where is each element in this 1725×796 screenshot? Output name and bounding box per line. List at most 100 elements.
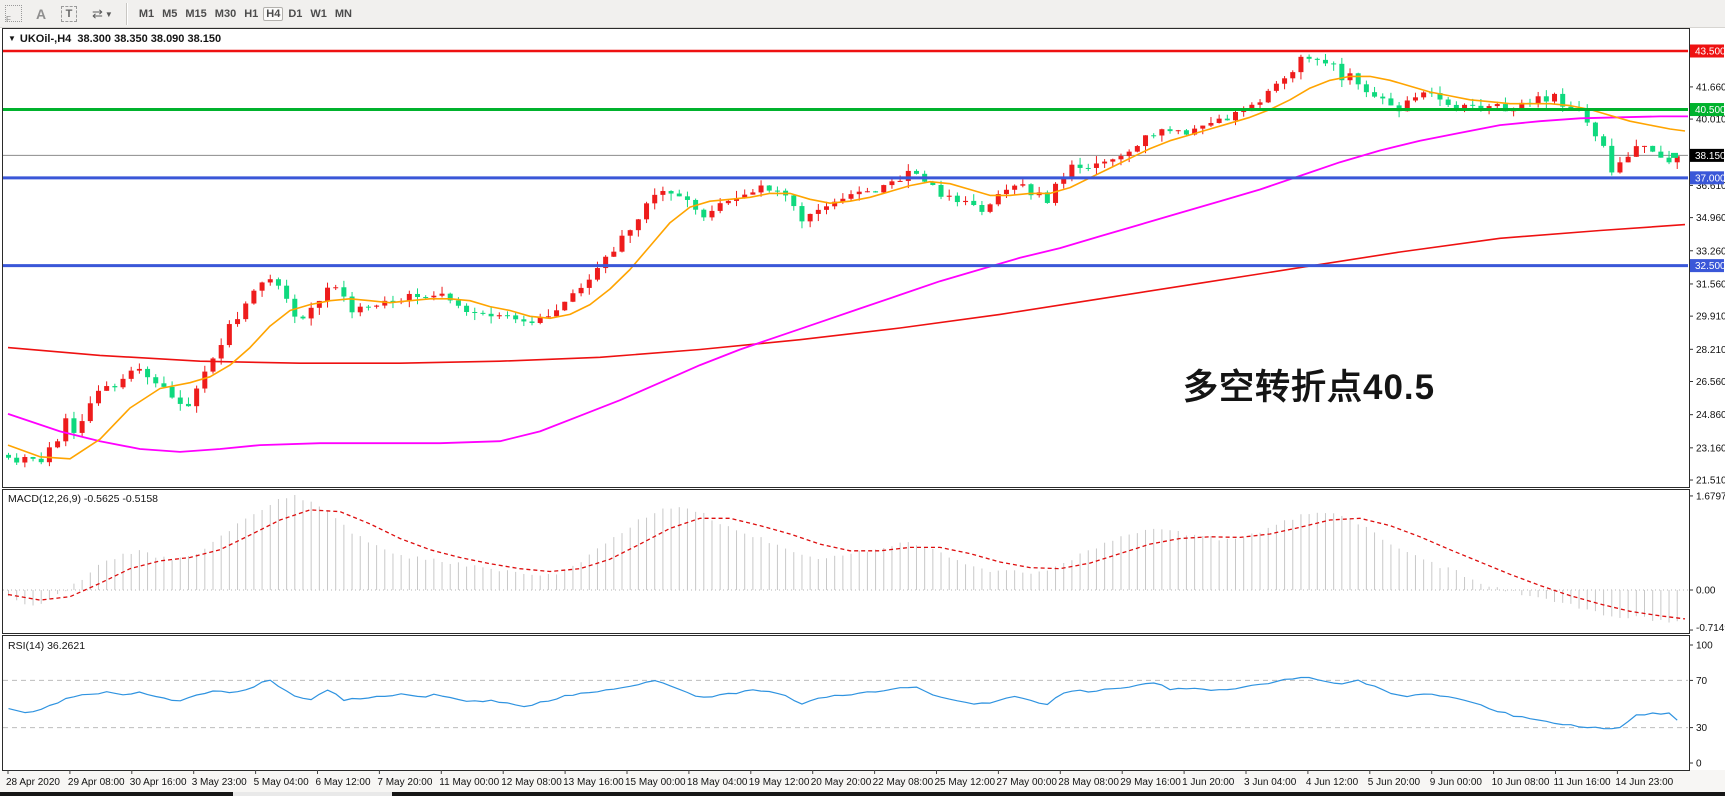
svg-text:30: 30 [1696, 723, 1708, 734]
ma-fast-line [7, 75, 1686, 460]
svg-text:43.500: 43.500 [1695, 47, 1725, 58]
rsi-plot [3, 676, 1688, 730]
svg-text:6 May 12:00: 6 May 12:00 [316, 777, 371, 788]
price-axis: 41.660 40.010 36.610 34.960 33.260 31.560 29.9… [1689, 44, 1725, 770]
dock-grid-icon[interactable]: F [5, 5, 22, 24]
svg-text:4 Jun 12:00: 4 Jun 12:00 [1306, 777, 1359, 788]
dock-grid-label: F [6, 15, 11, 24]
svg-text:22 May 08:00: 22 May 08:00 [873, 777, 934, 788]
macd-signal-line [7, 509, 1686, 620]
time-axis: 28 Apr 2020 29 Apr 08:00 30 Apr 16:00 3 May… [6, 770, 1674, 788]
bottom-window-edge [0, 792, 1725, 796]
candlesticks [6, 53, 1680, 468]
arrows-tool-icon[interactable]: ⇄ [92, 5, 103, 21]
time-axis-strip[interactable] [0, 770, 1725, 796]
macd-indicator-label: MACD(12,26,9) -0.5625 -0.5158 [8, 493, 158, 505]
quote-text: UKOil-,H4 38.300 38.350 38.090 38.150 [19, 33, 222, 45]
timeframe-button-m30[interactable]: M30 [214, 7, 237, 20]
timeframe-button-h1[interactable]: H1 [244, 7, 259, 20]
price-badge-32.500: 32.500 [1690, 259, 1725, 273]
svg-text:0: 0 [1696, 759, 1702, 770]
svg-text:5 May 04:00: 5 May 04:00 [254, 777, 309, 788]
svg-text:24.860: 24.860 [1696, 410, 1725, 421]
svg-text:100: 100 [1696, 641, 1713, 652]
svg-text:20 May 20:00: 20 May 20:00 [811, 777, 872, 788]
svg-text:18 May 04:00: 18 May 04:00 [687, 777, 748, 788]
rsi-line [8, 676, 1678, 730]
svg-text:33.260: 33.260 [1696, 246, 1725, 257]
svg-text:29 May 16:00: 29 May 16:00 [1120, 777, 1181, 788]
svg-text:29.910: 29.910 [1696, 312, 1725, 323]
svg-text:5 Jun 20:00: 5 Jun 20:00 [1368, 777, 1421, 788]
timeframe-button-group: M1 M5 M15 M30 H1 H4 D1 W1 MN [135, 4, 356, 24]
svg-text:11 Jun 16:00: 11 Jun 16:00 [1554, 777, 1612, 788]
svg-text:12 May 08:00: 12 May 08:00 [501, 777, 562, 788]
svg-text:23.160: 23.160 [1696, 443, 1725, 454]
timeframe-button-m5[interactable]: M5 [162, 7, 178, 20]
svg-text:36.610: 36.610 [1696, 181, 1725, 192]
svg-text:26.560: 26.560 [1696, 377, 1725, 388]
svg-text:28 Apr 2020: 28 Apr 2020 [6, 777, 60, 788]
macd-histogram [8, 494, 1678, 623]
timeframe-button-m15[interactable]: M15 [185, 7, 207, 20]
ma-slow-line [7, 223, 1686, 365]
svg-text:3 May 23:00: 3 May 23:00 [192, 777, 247, 788]
svg-text:3 Jun 04:00: 3 Jun 04:00 [1244, 777, 1297, 788]
macd-plot [3, 494, 1688, 623]
svg-text:7 May 20:00: 7 May 20:00 [377, 777, 432, 788]
svg-text:-0.7149: -0.7149 [1696, 623, 1725, 634]
timeframe-button-w1[interactable]: W1 [310, 7, 327, 20]
svg-text:40.010: 40.010 [1696, 115, 1725, 126]
svg-text:40.500: 40.500 [1695, 105, 1725, 116]
price-pane [2, 28, 1690, 488]
price-badge-38.150: 38.150 [1690, 148, 1725, 162]
price-badge-40.500: 40.500 [1690, 103, 1725, 117]
svg-text:1 Jun 20:00: 1 Jun 20:00 [1182, 777, 1235, 788]
svg-text:29 Apr 08:00: 29 Apr 08:00 [68, 777, 125, 788]
bottom-scrollbar-gap [233, 792, 392, 796]
svg-text:9 Jun 00:00: 9 Jun 00:00 [1430, 777, 1483, 788]
text-annotation-icon[interactable]: T [61, 5, 77, 22]
timeframe-button-d1[interactable]: D1 [288, 7, 303, 20]
price-axis-column[interactable] [1689, 28, 1725, 770]
last-candle-marker [1671, 152, 1678, 158]
svg-text:19 May 12:00: 19 May 12:00 [749, 777, 810, 788]
ma-mid-line [7, 115, 1688, 453]
toolbar-separator [125, 2, 128, 25]
main-toolbar: F A T ⇄ ▼ M1 M5 M15 M30 H1 H4 D1 W1 MN [0, 0, 1725, 28]
arrows-dropdown-caret-icon[interactable]: ▼ [104, 10, 113, 19]
svg-text:27 May 00:00: 27 May 00:00 [996, 777, 1057, 788]
svg-text:0.00: 0.00 [1696, 586, 1716, 597]
svg-text:38.150: 38.150 [1695, 151, 1725, 162]
timeframe-button-mn[interactable]: MN [334, 7, 352, 20]
rsi-pane [2, 635, 1690, 771]
svg-text:34.960: 34.960 [1696, 213, 1725, 224]
rsi-indicator-label: RSI(14) 36.2621 [8, 640, 86, 652]
svg-text:41.660: 41.660 [1696, 82, 1725, 93]
macd-pane [2, 489, 1690, 634]
timeframe-button-m1[interactable]: M1 [138, 7, 155, 20]
price-plot [3, 49, 1688, 468]
chart-text-annotation: 多空转折点40.5 [1183, 368, 1436, 407]
svg-text:11 May 00:00: 11 May 00:00 [439, 777, 499, 788]
svg-text:70: 70 [1696, 676, 1708, 687]
svg-text:15 May 00:00: 15 May 00:00 [625, 777, 686, 788]
price-badge-43.500: 43.500 [1690, 44, 1725, 58]
timeframe-button-h4[interactable]: H4 [263, 6, 284, 21]
svg-text:28.210: 28.210 [1696, 345, 1725, 356]
svg-text:13 May 16:00: 13 May 16:00 [563, 777, 624, 788]
svg-text:32.500: 32.500 [1695, 261, 1725, 272]
svg-text:31.560: 31.560 [1696, 279, 1725, 290]
chart-quote-title: ▼ UKOil-,H4 38.300 38.350 38.090 38.150 [8, 33, 221, 45]
svg-text:28 May 08:00: 28 May 08:00 [1058, 777, 1119, 788]
svg-text:25 May 12:00: 25 May 12:00 [935, 777, 996, 788]
svg-text:1.6797: 1.6797 [1696, 491, 1725, 502]
svg-text:10 Jun 08:00: 10 Jun 08:00 [1492, 777, 1550, 788]
font-label-icon[interactable]: A [35, 5, 47, 22]
price-badge-37.000: 37.000 [1690, 171, 1725, 185]
svg-text:21.510: 21.510 [1696, 476, 1725, 487]
svg-text:14 Jun 23:00: 14 Jun 23:00 [1615, 777, 1673, 788]
svg-text:30 Apr 16:00: 30 Apr 16:00 [130, 777, 187, 788]
symbol-dropdown-icon[interactable]: ▼ [8, 34, 16, 43]
